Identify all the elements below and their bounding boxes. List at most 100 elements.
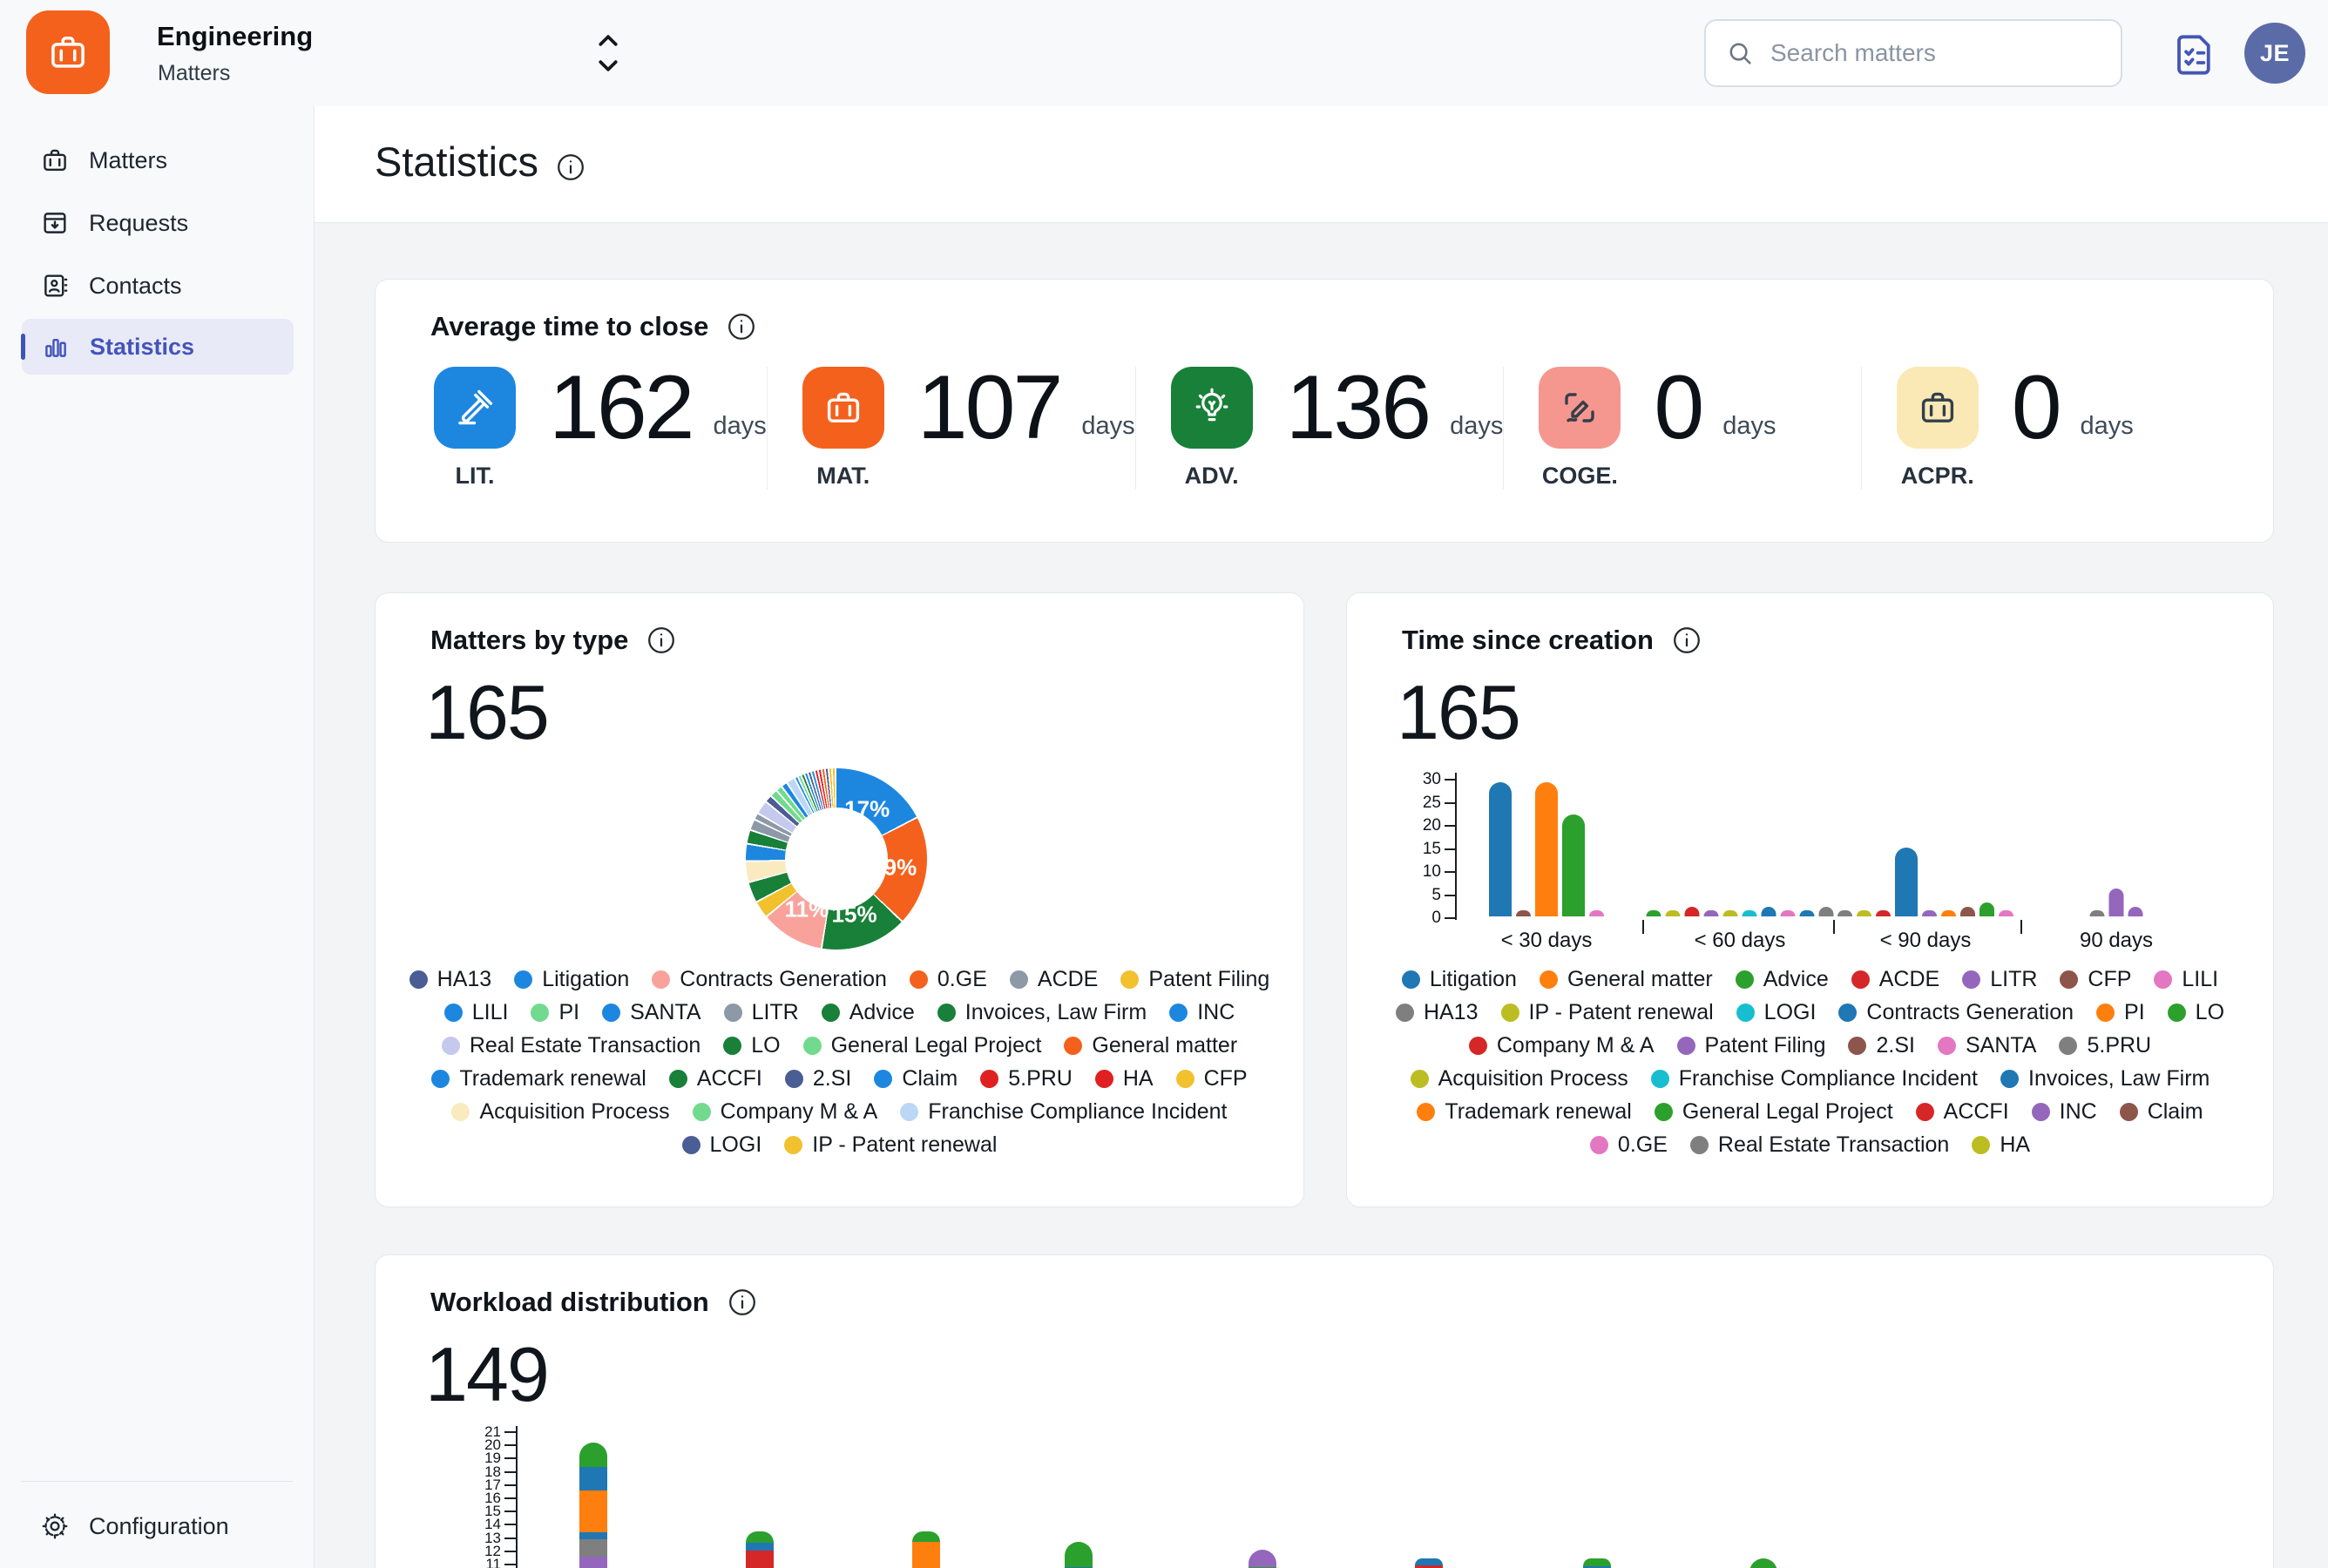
y-axis-tick-label: 15 — [484, 1503, 501, 1520]
avg-metrics-row: LIT. 162 days MAT. 107 days ADV. 136 days COGE. 0 d… — [430, 357, 2218, 490]
legend-label: Acquisition Process — [1438, 1065, 1628, 1091]
bar-segment — [1583, 1558, 1611, 1566]
legend-item: Invoices, Law Firm — [2000, 1066, 2210, 1092]
legend-dot — [1064, 1036, 1083, 1055]
page-info-button[interactable] — [555, 152, 586, 183]
legend-label: PI — [558, 999, 580, 1024]
legend-label: Real Estate Transaction — [1717, 1132, 1950, 1157]
legend-label: Patent Filing — [1148, 966, 1270, 991]
x-axis-group-label: < 90 days — [1879, 929, 1972, 952]
search-input[interactable] — [1769, 38, 2086, 68]
legend-label: ACCFI — [1943, 1098, 2009, 1124]
legend-label: 5.PRU — [1008, 1065, 1073, 1091]
briefcase-icon — [1896, 367, 1979, 449]
y-axis-tick — [1445, 825, 1455, 827]
legend-dot — [723, 1036, 742, 1055]
metric-unit: days — [713, 412, 767, 440]
x-axis-group-label: < 60 days — [1694, 929, 1786, 952]
time-since-creation-bar-chart: 0 5 10 15 20 25 30 < 30 days < 60 days < 90 days 9… — [1347, 593, 2273, 1206]
legend-item: Trademark renewal — [1417, 1099, 1632, 1125]
legend-label: Claim — [2147, 1098, 2203, 1124]
legend-dot — [441, 1036, 460, 1055]
legend-item: Real Estate Transaction — [1689, 1132, 1950, 1158]
metric-value: 162 — [549, 357, 695, 458]
bar-segment — [579, 1467, 607, 1490]
bar — [1703, 910, 1719, 916]
info-icon — [646, 625, 677, 656]
y-axis-tick — [504, 1511, 516, 1513]
bar-segment — [1583, 1566, 1611, 1568]
legend-dot — [937, 1003, 956, 1022]
legend-item: Claim — [874, 1066, 958, 1092]
y-axis-tick-label: 18 — [484, 1463, 501, 1480]
legend-label: SANTA — [1965, 1032, 2037, 1058]
bar-group — [2089, 889, 2143, 916]
x-axis-tick — [2020, 920, 2022, 934]
sidebar-item-matters[interactable]: Matters — [0, 129, 314, 192]
inbox-icon — [40, 208, 70, 238]
legend-dot — [723, 1003, 742, 1022]
bar-segment — [579, 1557, 607, 1568]
card-average-time-to-close: Average time to close LIT. 162 days MAT. 107… — [375, 279, 2274, 543]
legend-item: LILI — [443, 1000, 508, 1025]
legend-item: General matter — [1539, 967, 1713, 992]
legend-dot — [668, 1069, 687, 1088]
y-axis-tick — [504, 1564, 516, 1565]
stacked-bar — [912, 1531, 940, 1568]
legend-item: LO — [2167, 1000, 2224, 1025]
workspace-switcher-button[interactable] — [585, 24, 631, 82]
time-since-creation-legend: Litigation General matter Advice ACDE LITR CF… — [1364, 963, 2256, 1161]
sidebar-item-statistics[interactable]: Statistics — [21, 319, 294, 375]
legend-item: IP - Patent renewal — [1500, 1000, 1714, 1025]
time-since-creation-info-button[interactable] — [1671, 625, 1702, 656]
bar — [1780, 910, 1796, 916]
avatar[interactable]: JE — [2244, 23, 2305, 84]
info-icon — [1671, 625, 1702, 656]
legend-label: Trademark renewal — [459, 1065, 646, 1091]
legend-dot — [531, 1003, 550, 1022]
legend-dot — [874, 1069, 893, 1088]
legend-dot — [1848, 1036, 1867, 1055]
legend-label: Franchise Compliance Incident — [928, 1098, 1228, 1124]
sidebar-item-requests[interactable]: Requests — [0, 192, 314, 254]
legend-dot — [1972, 1135, 1991, 1154]
metric-value: 107 — [917, 357, 1064, 458]
sidebar-item-contacts[interactable]: Contacts — [0, 254, 314, 317]
workload-info-button[interactable] — [727, 1287, 758, 1318]
tasks-document-button[interactable] — [2171, 31, 2218, 78]
matters-by-type-info-button[interactable] — [646, 625, 677, 656]
avg-metric-mat: MAT. 107 days — [766, 357, 1135, 490]
y-axis-tick — [1445, 848, 1455, 850]
y-axis-tick — [1445, 871, 1455, 873]
legend-dot — [1838, 1003, 1858, 1022]
legend-dot — [802, 1036, 822, 1055]
x-axis-group-label: 90 days — [2079, 929, 2154, 952]
legend-item: ACCFI — [1915, 1098, 2009, 1125]
bar-segment — [1415, 1558, 1443, 1565]
legend-item: CFP — [2060, 967, 2131, 992]
legend-item: 2.SI — [784, 1066, 851, 1092]
legend-item: Advice — [821, 1000, 915, 1025]
legend-label: Acquisition Process — [479, 1098, 670, 1124]
y-axis-tick-label: 12 — [484, 1542, 501, 1559]
stacked-bar — [1065, 1542, 1093, 1568]
y-axis-tick — [1445, 779, 1455, 781]
legend-item: Company M & A — [1468, 1033, 1655, 1058]
legend-item: Patent Filing — [1676, 1033, 1825, 1058]
bar — [1589, 910, 1604, 916]
legend-dot — [1009, 970, 1028, 989]
sidebar-footer: Configuration — [0, 1495, 314, 1558]
briefcase-icon — [802, 367, 884, 449]
metric-label: LIT. — [455, 463, 495, 489]
bar — [1562, 814, 1585, 916]
workspace-logo[interactable] — [26, 10, 110, 94]
y-axis-tick-label: 21 — [484, 1423, 501, 1440]
legend-item: 5.PRU — [980, 1066, 1073, 1092]
sidebar-item-configuration[interactable]: Configuration — [0, 1495, 314, 1558]
legend-label: CFP — [1203, 1065, 1248, 1091]
avg-close-info-button[interactable] — [726, 311, 757, 342]
sidebar-item-label: Configuration — [89, 1512, 229, 1539]
search-bar[interactable] — [1704, 19, 2122, 87]
legend-dot — [451, 1102, 470, 1121]
gavel-icon — [434, 367, 516, 449]
